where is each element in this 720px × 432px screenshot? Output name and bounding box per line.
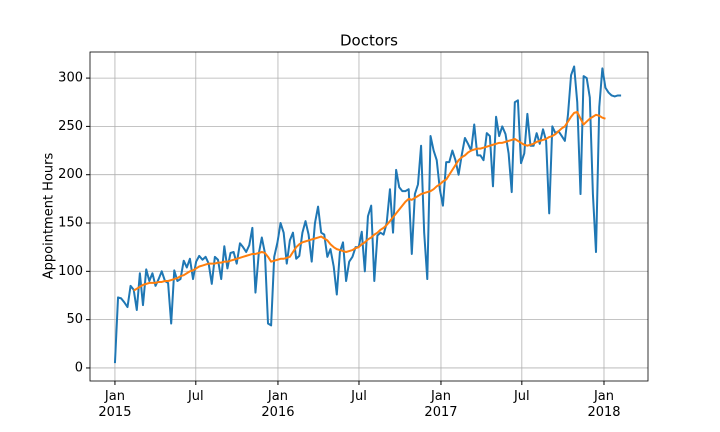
x-tick-label: Jan 2017	[424, 389, 458, 420]
x-tick-label: Jul	[351, 389, 367, 404]
chart-title: Doctors	[340, 32, 398, 50]
x-tick-label: Jul	[187, 389, 204, 404]
y-tick-label: 0	[75, 360, 83, 375]
data-line	[113, 65, 622, 364]
x-tick-label: Jan 2018	[587, 389, 621, 420]
x-tick-label: Jul	[513, 389, 530, 404]
y-tick-label: 50	[66, 312, 83, 327]
data-line	[133, 110, 606, 292]
y-tick-label: 200	[58, 167, 83, 182]
x-tick-label: Jan 2015	[98, 389, 132, 420]
y-tick-label: 150	[58, 216, 83, 231]
y-tick-label: 300	[58, 71, 83, 86]
y-axis-label: Appointment Hours	[42, 153, 57, 280]
x-tick-label: Jan 2016	[261, 389, 295, 420]
plot-frame	[89, 51, 649, 382]
y-tick-label: 250	[58, 119, 83, 134]
y-tick-label: 100	[58, 264, 83, 279]
